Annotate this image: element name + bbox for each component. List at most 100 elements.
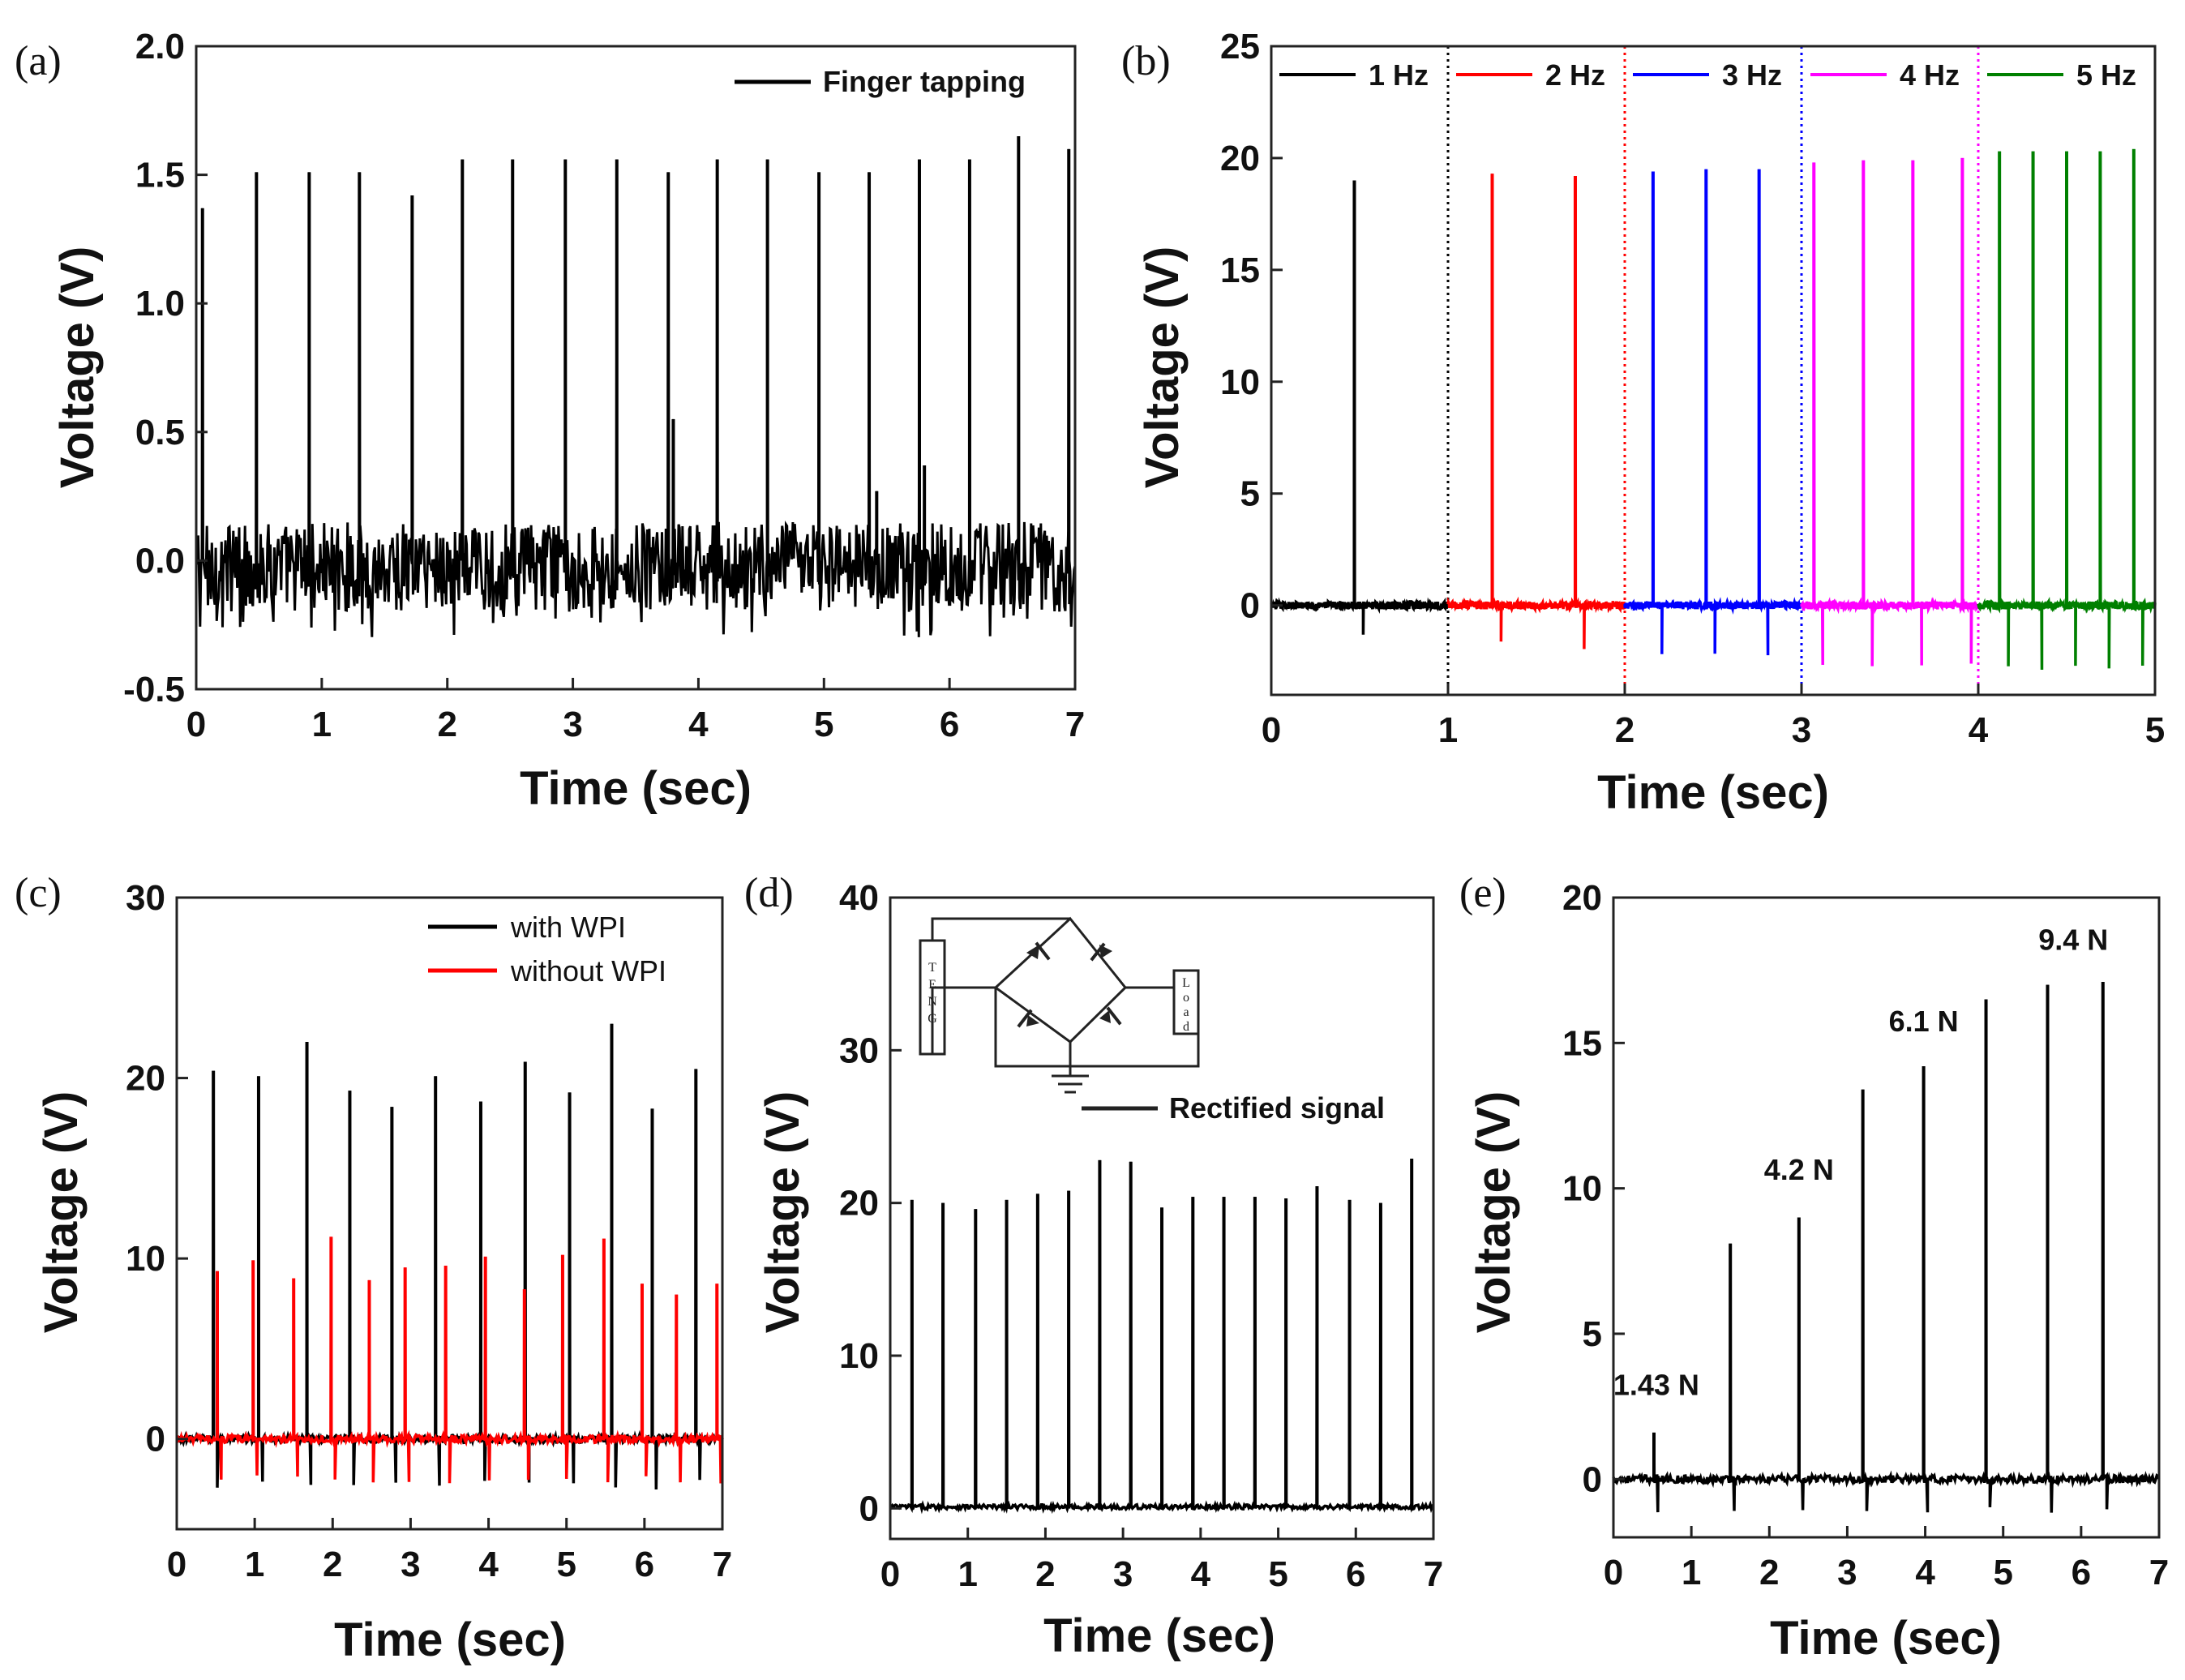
x-tick-label-d-6: 6 [1346,1554,1365,1594]
y-tick-label-a-2: 0.5 [135,413,185,452]
diode-symbols [1017,941,1122,1028]
panel-b: (b) 0 1 2 3 4 5 0 5 10 15 20 25 Time (sec) Voltage … [1121,27,2165,819]
series-a-0 [195,135,1077,637]
y-tick-label-a-5: 2.0 [135,27,185,66]
x-tick-label-d-0: 0 [880,1554,900,1594]
x-tick-label-d-5: 5 [1268,1554,1287,1594]
x-tick-label-a-0: 0 [186,705,206,744]
inset-letter: d [1183,1020,1189,1034]
y-tick-label-c-1: 10 [126,1239,165,1279]
y-tick-label-c-0: 0 [146,1420,165,1459]
panel-label-b: (b) [1121,38,1171,84]
y-tick-label-d-3: 30 [839,1031,879,1070]
trace-a-0 [195,135,1077,637]
plot-frame-d [889,896,1435,1541]
y-tick-label-e-1: 5 [1583,1314,1602,1354]
y-tick-label-c-2: 20 [126,1059,165,1099]
x-tick-label-e-4: 4 [1915,1553,1935,1592]
trace-c-1 [176,1236,724,1484]
x-tick-label-e-1: 1 [1682,1553,1701,1592]
legend-label-with-wpi: with WPI [510,911,626,944]
y-tick-label-d-2: 20 [839,1184,879,1224]
inset-letter: L [1182,976,1190,990]
y-tick-label-d-0: 0 [859,1489,879,1528]
x-tick-label-b-5: 5 [2145,710,2165,750]
wire-left [931,986,996,1054]
series-b-2 [1623,169,1803,656]
y-axis-title-a: Voltage (V) [51,246,104,489]
x-axis-title-e: Time (sec) [1770,1612,2002,1665]
x-tick-label-e-0: 0 [1604,1553,1623,1592]
y-axis-title-c: Voltage (V) [35,1091,88,1334]
x-tick-label-c-7: 7 [713,1545,732,1584]
x-tick-label-e-5: 5 [1993,1553,2012,1592]
inset-letter: T [928,961,936,975]
panel-label-e: (e) [1459,870,1506,916]
plot-frame-b [1270,45,2157,696]
panel-e: (e) 0 1 2 3 4 5 6 7 0 5 10 15 20 Time (sec) Voltage … [1459,870,2169,1665]
x-axis-title-c: Time (sec) [334,1614,566,1666]
wire-bottom [994,988,1200,1068]
x-tick-label-d-2: 2 [1035,1554,1055,1594]
plot-frame-e [1612,896,2161,1539]
x-tick-label-b-0: 0 [1262,710,1281,750]
legend-label-4hz: 4 Hz [1900,58,1960,92]
inset-letter: E [928,978,936,992]
y-tick-label-b-4: 20 [1220,139,1260,178]
force-label-0: 1.43 N [1613,1368,1699,1401]
inset-letter: o [1183,991,1189,1005]
trace-b-0 [1270,180,1450,635]
legend-label-rectified: Rectified signal [1169,1091,1385,1125]
legend-b: 1 Hz 2 Hz 3 Hz 4 Hz 5 Hz [1279,58,2136,92]
x-tick-label-a-6: 6 [940,705,959,744]
y-tick-label-b-2: 10 [1220,362,1260,402]
x-tick-label-e-3: 3 [1837,1553,1857,1592]
y-tick-label-b-5: 25 [1220,27,1260,66]
x-tick-label-a-4: 4 [688,705,709,744]
y-tick-label-d-4: 40 [839,878,879,918]
y-axis-title-b: Voltage (V) [1136,246,1189,489]
trace-e-0 [1612,981,2161,1513]
trace-b-1 [1446,174,1626,649]
x-tick-label-e-6: 6 [2071,1553,2091,1592]
wire-top [931,917,1070,941]
x-tick-label-b-3: 3 [1792,710,1811,750]
y-tick-label-e-2: 10 [1562,1169,1602,1209]
panel-a: (a) 0 1 2 3 4 5 6 7 -0.5 0.0 0.5 1.0 1.5 2.0 Time (se… [15,27,1085,815]
y-tick-label-b-3: 15 [1220,251,1260,290]
plot-frame-c [175,896,724,1531]
series-b-4 [1977,148,2157,671]
y-tick-label-d-1: 10 [839,1336,879,1376]
legend-label-2hz: 2 Hz [1545,58,1605,92]
series-e-0 [1612,981,2161,1513]
x-tick-label-a-5: 5 [814,705,833,744]
panel-label-a: (a) [15,38,62,84]
y-axis-title-d: Voltage (V) [756,1091,809,1334]
y-tick-label-a-4: 1.5 [135,156,185,195]
series-b-0 [1270,180,1450,635]
inset-letter: a [1183,1005,1189,1019]
series-d-0 [889,1158,1435,1515]
y-tick-label-b-0: 0 [1240,586,1260,626]
force-label-1: 4.2 N [1764,1153,1834,1186]
plot-frame-a [195,45,1077,691]
x-tick-label-c-1: 1 [245,1545,264,1584]
y-tick-label-c-3: 30 [126,878,165,918]
y-tick-label-e-4: 20 [1562,878,1602,918]
panel-c: (c) 0 1 2 3 4 5 6 7 0 10 20 30 Time (sec) Voltage (… [15,870,732,1666]
x-tick-label-c-5: 5 [556,1545,576,1584]
x-tick-label-e-2: 2 [1759,1553,1779,1592]
x-tick-label-c-3: 3 [401,1545,420,1584]
force-label-3: 9.4 N [2038,924,2108,957]
series-b-3 [1800,157,1980,666]
series-b-1 [1446,174,1626,649]
x-axis-title-d: Time (sec) [1043,1609,1275,1662]
force-label-2: 6.1 N [1889,1005,1959,1038]
trace-b-3 [1800,157,1980,666]
legend-label-finger-tapping: Finger tapping [823,65,1026,98]
series-c-1 [176,1236,724,1484]
x-tick-label-c-6: 6 [635,1545,654,1584]
legend-a: Finger tapping [735,65,1026,98]
